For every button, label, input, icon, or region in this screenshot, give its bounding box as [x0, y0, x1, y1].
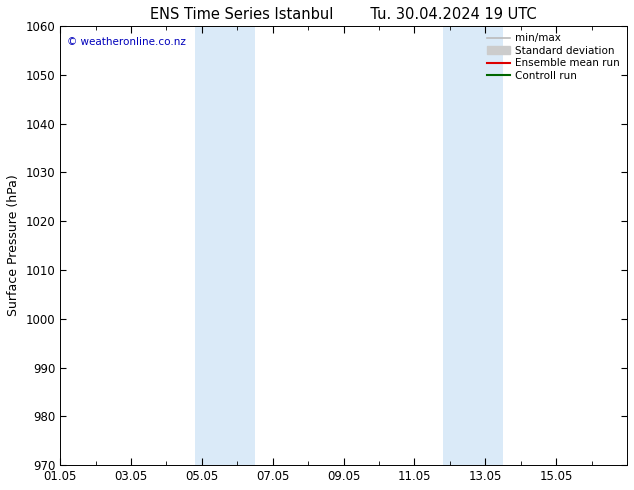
Legend: min/max, Standard deviation, Ensemble mean run, Controll run: min/max, Standard deviation, Ensemble me… [485, 31, 622, 83]
Y-axis label: Surface Pressure (hPa): Surface Pressure (hPa) [7, 174, 20, 317]
Text: © weatheronline.co.nz: © weatheronline.co.nz [67, 37, 186, 47]
Bar [195, 26, 255, 465]
Bar [443, 26, 503, 465]
Title: ENS Time Series Istanbul        Tu. 30.04.2024 19 UTC: ENS Time Series Istanbul Tu. 30.04.2024 … [150, 7, 537, 22]
